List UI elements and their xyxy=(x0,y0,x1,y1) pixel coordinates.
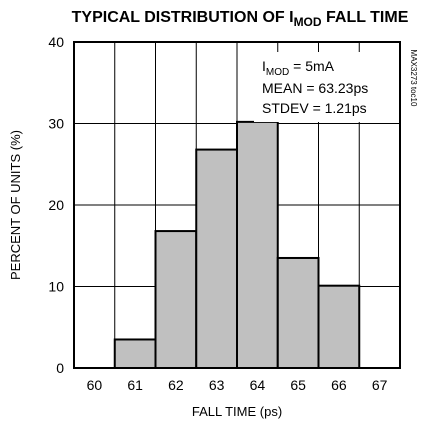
annotation-mean: MEAN = 63.23ps xyxy=(262,80,368,96)
histogram-bar xyxy=(317,284,361,369)
x-tick-labels: 60 61 62 63 64 65 66 67 xyxy=(87,377,388,393)
histogram-bar xyxy=(113,338,157,370)
x-tick-label: 66 xyxy=(331,377,347,393)
annotation-imod: IMOD = 5mA xyxy=(262,58,335,78)
annotation-stdev: STDEV = 1.21ps xyxy=(262,100,367,116)
x-tick-label: 65 xyxy=(290,377,306,393)
chart-title: TYPICAL DISTRIBUTION OF IMOD FALL TIME xyxy=(72,9,409,29)
figure-id: MAX3273 toc10 xyxy=(409,50,418,107)
y-tick-label: 40 xyxy=(48,34,64,50)
histogram-bar xyxy=(276,256,320,370)
y-tick-label: 10 xyxy=(48,279,64,295)
y-tick-labels: 0 10 20 30 40 xyxy=(48,34,64,376)
x-axis-label: FALL TIME (ps) xyxy=(192,404,282,419)
histogram-bar xyxy=(154,230,198,369)
x-tick-label: 63 xyxy=(209,377,225,393)
y-tick-label: 0 xyxy=(56,360,64,376)
y-tick-label: 20 xyxy=(48,197,64,213)
histogram-bars xyxy=(113,120,361,370)
x-tick-label: 62 xyxy=(168,377,184,393)
histogram-bar xyxy=(195,148,238,369)
x-tick-label: 64 xyxy=(250,377,266,393)
x-tick-label: 61 xyxy=(127,377,143,393)
x-tick-label: 67 xyxy=(372,377,388,393)
plot-frame xyxy=(73,41,401,369)
x-tick-label: 60 xyxy=(87,377,103,393)
y-tick-label: 30 xyxy=(48,116,64,132)
y-axis-label: PERCENT OF UNITS (%) xyxy=(8,130,23,280)
histogram-bar xyxy=(236,120,279,370)
annotation-background xyxy=(254,52,396,122)
